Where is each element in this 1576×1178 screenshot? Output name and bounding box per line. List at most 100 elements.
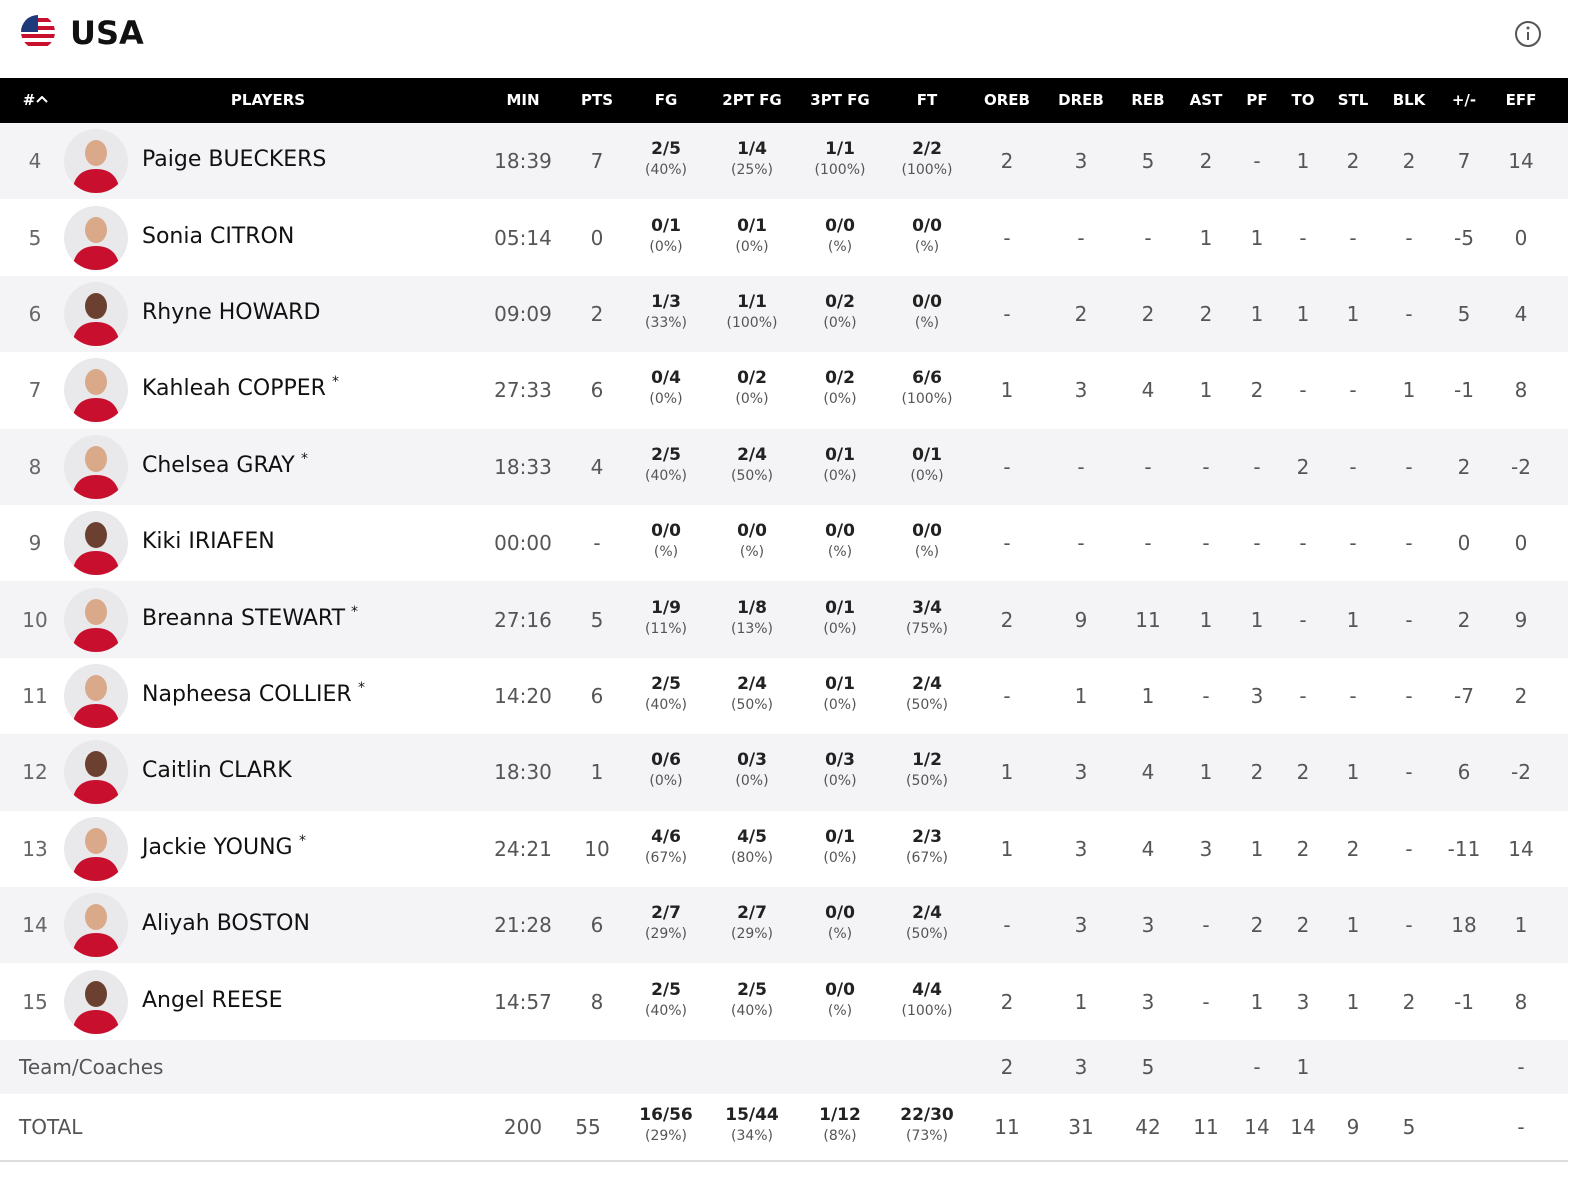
column-header[interactable]: MIN [506, 91, 540, 109]
stat-cell: 3 [1199, 836, 1213, 861]
stat-cell: 5 [1457, 302, 1471, 326]
column-header[interactable]: BLK [1392, 91, 1426, 109]
player-photo [64, 129, 128, 194]
stat-cell: 14 [1290, 1114, 1316, 1139]
stat-cell: - [1349, 378, 1357, 403]
info-button[interactable] [1514, 20, 1542, 48]
column-header[interactable]: STL [1337, 91, 1369, 109]
player-name[interactable]: Sonia CITRON [142, 223, 295, 249]
shot-made-attempted: 22/30 [900, 1104, 954, 1125]
stat-cell: -2 [1511, 454, 1531, 479]
player-name[interactable]: Kahleah COPPER [142, 376, 326, 402]
shot-made-attempted: 4/6 [651, 826, 681, 847]
stat-cell: 1 [1250, 607, 1264, 632]
column-header[interactable]: PLAYERS [230, 91, 306, 109]
stat-cell: -2 [1511, 760, 1531, 785]
points: 0 [590, 225, 604, 250]
stat-cell: - [1405, 302, 1413, 326]
shot-percentage: (100%) [814, 162, 866, 179]
column-header[interactable]: FG [654, 91, 678, 109]
points: 5 [590, 607, 604, 632]
column-header[interactable]: TO [1291, 91, 1315, 109]
stat-cell: - [1405, 225, 1413, 250]
stat-cell: 2 [1000, 989, 1014, 1014]
shot-made-attempted: 1/1 [825, 139, 855, 160]
stat-cell: 2 [1514, 684, 1528, 708]
minutes: 18:30 [494, 760, 552, 785]
column-header[interactable]: EFF [1505, 91, 1537, 109]
total-label: TOTAL [19, 1114, 83, 1139]
shot-percentage: (13%) [730, 620, 774, 637]
column-header[interactable]: PF [1246, 91, 1268, 109]
flag-icon [21, 15, 55, 49]
stat-cell: 9 [1346, 1114, 1360, 1139]
stat-cell: 9 [1514, 607, 1528, 632]
stat-cell: - [1144, 531, 1152, 556]
stat-cell: 2 [1199, 149, 1213, 174]
stat-cell: 1 [1250, 302, 1264, 326]
column-header[interactable]: AST [1189, 91, 1223, 109]
shot-made-attempted: 3/4 [912, 597, 942, 618]
shot-percentage: (%) [914, 315, 940, 331]
shot-made-attempted: 2/3 [912, 826, 942, 847]
stat-cell: 31 [1068, 1114, 1094, 1139]
stat-cell: - [1077, 454, 1085, 479]
player-name[interactable]: Napheesa COLLIER [142, 682, 352, 707]
player-name[interactable]: Aliyah BOSTON [142, 911, 310, 937]
header-bar [0, 78, 1568, 123]
stat-cell: -1 [1454, 378, 1474, 403]
shot-percentage: (0%) [649, 238, 683, 255]
column-header[interactable]: 3PT FG [810, 91, 870, 109]
stat-cell: -1 [1454, 989, 1474, 1014]
sort-icon[interactable] [36, 96, 48, 104]
stat-cell: 2 [1199, 302, 1213, 326]
stat-cell: - [1077, 531, 1085, 556]
column-header[interactable]: +/- [1451, 91, 1477, 109]
stat-cell: 1 [1199, 378, 1213, 403]
shot-made-attempted: 2/7 [651, 903, 681, 924]
column-header[interactable]: REB [1131, 91, 1165, 109]
column-header[interactable]: OREB [984, 91, 1030, 109]
stat-cell: 1 [1141, 684, 1155, 708]
player-name[interactable]: Jackie YOUNG [142, 834, 293, 860]
row-background [0, 581, 1568, 658]
stat-cell: 2 [1296, 760, 1310, 785]
shot-percentage: (29%) [730, 926, 774, 943]
shot-percentage: (%) [827, 1002, 853, 1019]
player-name[interactable]: Caitlin CLARK [142, 758, 292, 784]
minutes: 18:33 [494, 454, 552, 479]
player-name[interactable]: Breanna STEWART [142, 605, 346, 631]
stat-cell: 2 [1457, 454, 1471, 479]
stat-cell: 1 [1199, 760, 1213, 785]
shot-made-attempted: 2/4 [737, 444, 767, 465]
player-name[interactable]: Kiki IRIAFEN [142, 529, 275, 555]
column-header[interactable]: PTS [580, 91, 614, 109]
shot-percentage: (%) [739, 544, 765, 561]
team-title: USA [70, 14, 144, 52]
column-header[interactable]: DREB [1058, 91, 1104, 109]
player-name[interactable]: Angel REESE [142, 987, 283, 1013]
shot-made-attempted: 6/6 [912, 368, 942, 389]
stat-cell: 3 [1074, 149, 1088, 174]
column-header[interactable]: FT [916, 91, 938, 109]
player-name[interactable]: Paige BUECKERS [142, 147, 327, 173]
points: 2 [590, 302, 604, 326]
player-name[interactable]: Rhyne HOWARD [142, 300, 321, 325]
stat-cell: 2 [1250, 378, 1264, 403]
shot-made-attempted: 0/2 [825, 368, 855, 389]
stat-cell: 1 [1000, 760, 1014, 785]
shot-percentage: (75%) [905, 620, 949, 637]
shot-made-attempted: 0/2 [825, 292, 855, 312]
stat-cell: -5 [1454, 225, 1474, 250]
row-background [0, 352, 1568, 429]
stat-cell: - [1253, 531, 1261, 556]
shot-percentage: (50%) [730, 467, 774, 484]
column-header[interactable]: 2PT FG [722, 91, 782, 109]
stat-cell: 4 [1141, 760, 1155, 785]
shot-made-attempted: 0/0 [825, 979, 855, 1000]
shot-made-attempted: 0/1 [825, 597, 855, 618]
column-header[interactable]: # [22, 91, 36, 109]
stat-cell: 3 [1141, 989, 1155, 1014]
player-name[interactable]: Chelsea GRAY [142, 452, 295, 478]
row-background [0, 275, 1568, 353]
